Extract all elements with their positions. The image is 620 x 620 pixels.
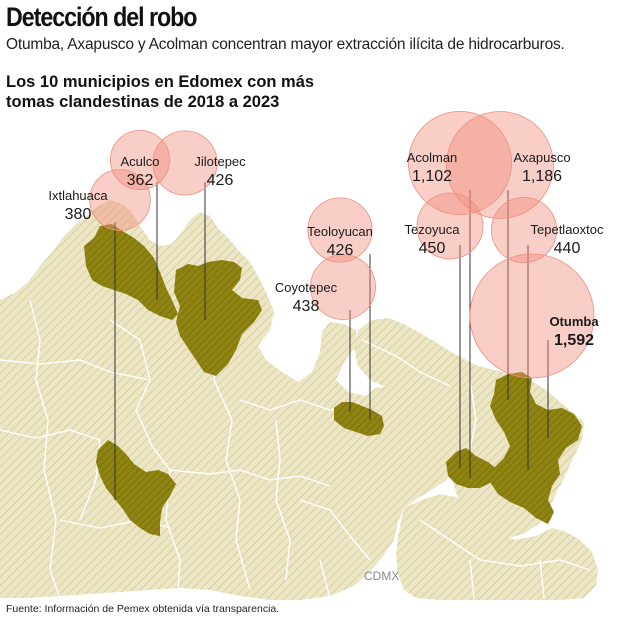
label-value-teoloyucan: 426 [327,242,354,259]
region-ixtlahuaca [96,440,176,536]
chart-heading: Los 10 municipios en Edomex con más toma… [6,72,336,112]
page-subtitle: Otumba, Axapusco y Acolman concentran ma… [6,36,565,53]
label-name-teoloyucan: Teoloyucan [307,224,373,239]
label-name-tezoyuca: Tezoyuca [405,222,461,237]
bubble-tezoyuca [416,192,484,260]
label-name-axapusco: Axapusco [513,150,570,165]
label-value-acolman: 1,102 [412,168,452,185]
bubble-otumba [469,253,595,379]
region-otumba-axapusco-tepetlaoxtoc [490,372,582,524]
label-name-acolman: Acolman [407,150,458,165]
label-value-aculco: 362 [127,172,154,189]
highlighted-municipalities [84,224,582,536]
bubble-labels: Otumba 1,592 Axapusco 1,186 Acolman 1,102 Tezo… [48,150,604,349]
label-name-jilotepec: Jilotepec [194,154,246,169]
label-name-ixtlahuaca: Ixtlahuaca [48,188,108,203]
label-name-coyotepec: Coyotepec [275,280,338,295]
chart-heading-line-2: tomas clandestinas de 2018 a 2023 [6,93,280,111]
municipal-borders [0,299,591,599]
region-teoloyucan-coyotepec [334,402,384,436]
bubble-acolman [407,111,512,215]
bubble-axapusco [446,111,554,219]
chart-heading-line-1: Los 10 municipios en Edomex con más [6,73,315,91]
region-acolman-tezoyuca [446,448,498,488]
territory-southeast [396,494,598,600]
cdmx-label: CDMX [364,569,399,583]
bubble-aculco [110,129,171,190]
bubbles [89,111,595,379]
label-value-coyotepec: 438 [293,298,320,315]
region-aculco [84,224,178,320]
label-value-jilotepec: 426 [207,172,234,189]
source-note: Fuente: Información de Pemex obtenida ví… [6,603,280,615]
bubble-ixtlahuaca [89,169,151,231]
page-title: Detección del robo [6,2,197,32]
region-jilotepec [174,260,262,376]
label-value-tepetlaoxtoc: 440 [554,240,581,257]
bubble-jilotepec [152,130,218,196]
bubble-coyotepec [310,254,376,320]
label-name-tepetlaoxtoc: Tepetlaoxtoc [531,222,604,237]
label-value-ixtlahuaca: 380 [65,206,92,223]
label-value-tezoyuca: 450 [419,240,446,257]
label-name-aculco: Aculco [120,154,159,169]
bubble-tepetlaoxtoc [490,196,557,263]
label-value-otumba: 1,592 [554,332,594,349]
leader-lines [114,182,549,500]
bubble-teoloyucan [307,197,373,263]
label-value-axapusco: 1,186 [522,168,562,185]
label-name-otumba: Otumba [549,314,599,329]
